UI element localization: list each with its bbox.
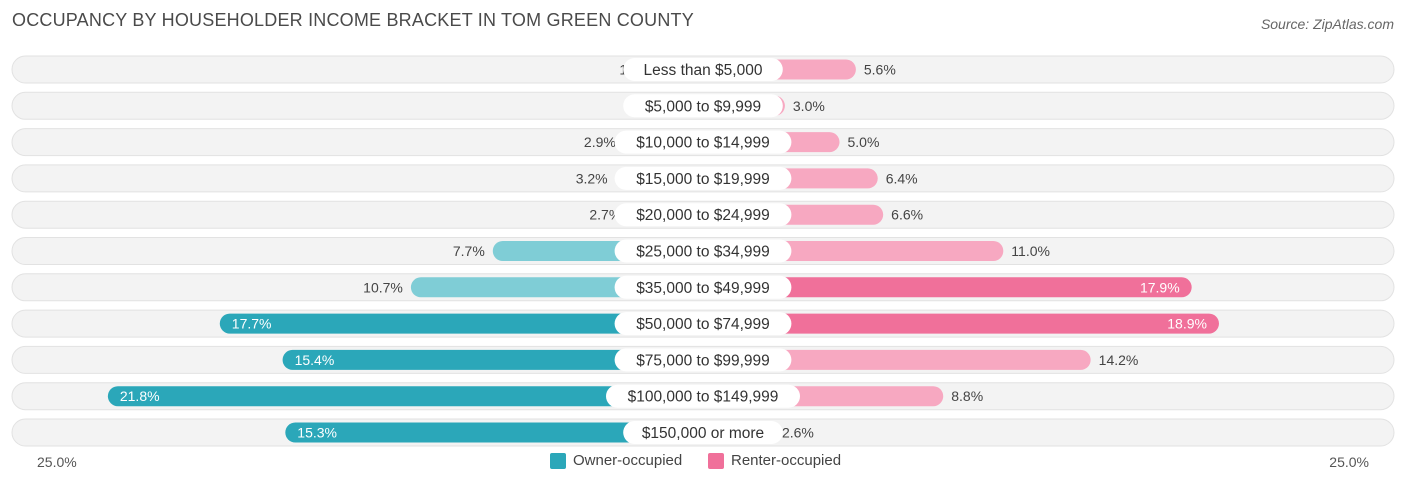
renter-value-label: 6.6% xyxy=(891,207,923,223)
renter-bar xyxy=(703,349,1091,370)
owner-value-label: 2.7% xyxy=(589,207,621,223)
category-label-pill xyxy=(623,94,783,118)
owner-value-label: 15.3% xyxy=(297,425,337,441)
category-label-pill xyxy=(614,203,792,227)
renter-value-label: 3.0% xyxy=(793,98,825,114)
chart-title: OCCUPANCY BY HOUSEHOLDER INCOME BRACKET … xyxy=(12,10,694,30)
owner-value-label: 21.8% xyxy=(120,388,160,404)
category-label-pill xyxy=(614,312,792,336)
owner-value-label: 3.2% xyxy=(576,170,608,186)
owner-bar xyxy=(219,313,704,334)
renter-value-label: 8.8% xyxy=(951,388,983,404)
legend-item-renter: Renter-occupied xyxy=(708,452,841,469)
owner-value-label: 15.4% xyxy=(295,352,335,368)
category-label-pill xyxy=(614,348,792,372)
renter-value-label: 5.0% xyxy=(848,134,880,150)
legend-swatch-renter xyxy=(708,452,724,469)
category-label-pill xyxy=(614,239,792,263)
category-label: $10,000 to $14,999 xyxy=(636,135,770,152)
legend-swatch-owner xyxy=(550,452,566,469)
renter-value-label: 2.6% xyxy=(782,425,814,441)
renter-value-label: 17.9% xyxy=(1140,279,1180,295)
category-label: $5,000 to $9,999 xyxy=(645,98,761,115)
renter-value-label: 14.2% xyxy=(1099,352,1139,368)
chart-legend: Owner-occupied Renter-occupied xyxy=(0,452,1406,474)
category-label: Less than $5,000 xyxy=(644,62,763,79)
category-label-pill xyxy=(614,275,792,299)
axis-left-label: 25.0% xyxy=(37,454,77,470)
category-label: $25,000 to $34,999 xyxy=(636,244,770,261)
renter-bar xyxy=(703,277,1192,298)
owner-bar xyxy=(107,386,704,407)
owner-value-label: 17.7% xyxy=(232,316,272,332)
renter-value-label: 18.9% xyxy=(1167,316,1207,332)
category-label: $15,000 to $19,999 xyxy=(636,171,770,188)
legend-label-renter: Renter-occupied xyxy=(731,452,842,469)
renter-value-label: 11.0% xyxy=(1011,243,1050,259)
axis-right-label: 25.0% xyxy=(1329,454,1369,470)
category-label-pill xyxy=(623,58,783,81)
category-label: $50,000 to $74,999 xyxy=(636,316,770,333)
category-label-pill xyxy=(614,130,792,154)
owner-bar xyxy=(285,422,703,443)
category-label: $150,000 or more xyxy=(642,425,764,442)
category-label-pill xyxy=(614,166,792,190)
owner-value-label: 2.9% xyxy=(584,134,616,150)
legend-item-owner: Owner-occupied xyxy=(550,452,682,469)
chart-source: Source: ZipAtlas.com xyxy=(1260,16,1394,32)
renter-value-label: 6.4% xyxy=(886,170,918,186)
renter-bar xyxy=(703,313,1219,334)
category-label: $75,000 to $99,999 xyxy=(636,352,770,369)
legend-label-owner: Owner-occupied xyxy=(573,452,683,469)
renter-value-label: 5.6% xyxy=(864,62,896,78)
category-label: $20,000 to $24,999 xyxy=(636,207,770,224)
category-label-pill xyxy=(606,384,800,408)
owner-value-label: 10.7% xyxy=(363,279,403,295)
category-label: $35,000 to $49,999 xyxy=(636,280,770,297)
owner-value-label: 7.7% xyxy=(453,243,485,259)
category-label-pill xyxy=(623,421,783,444)
diverging-bar-chart: 1.6%5.6%Less than $5,0001.1%3.0%$5,000 t… xyxy=(11,55,1395,447)
category-label: $100,000 to $149,999 xyxy=(628,389,779,406)
owner-bar xyxy=(282,349,703,370)
